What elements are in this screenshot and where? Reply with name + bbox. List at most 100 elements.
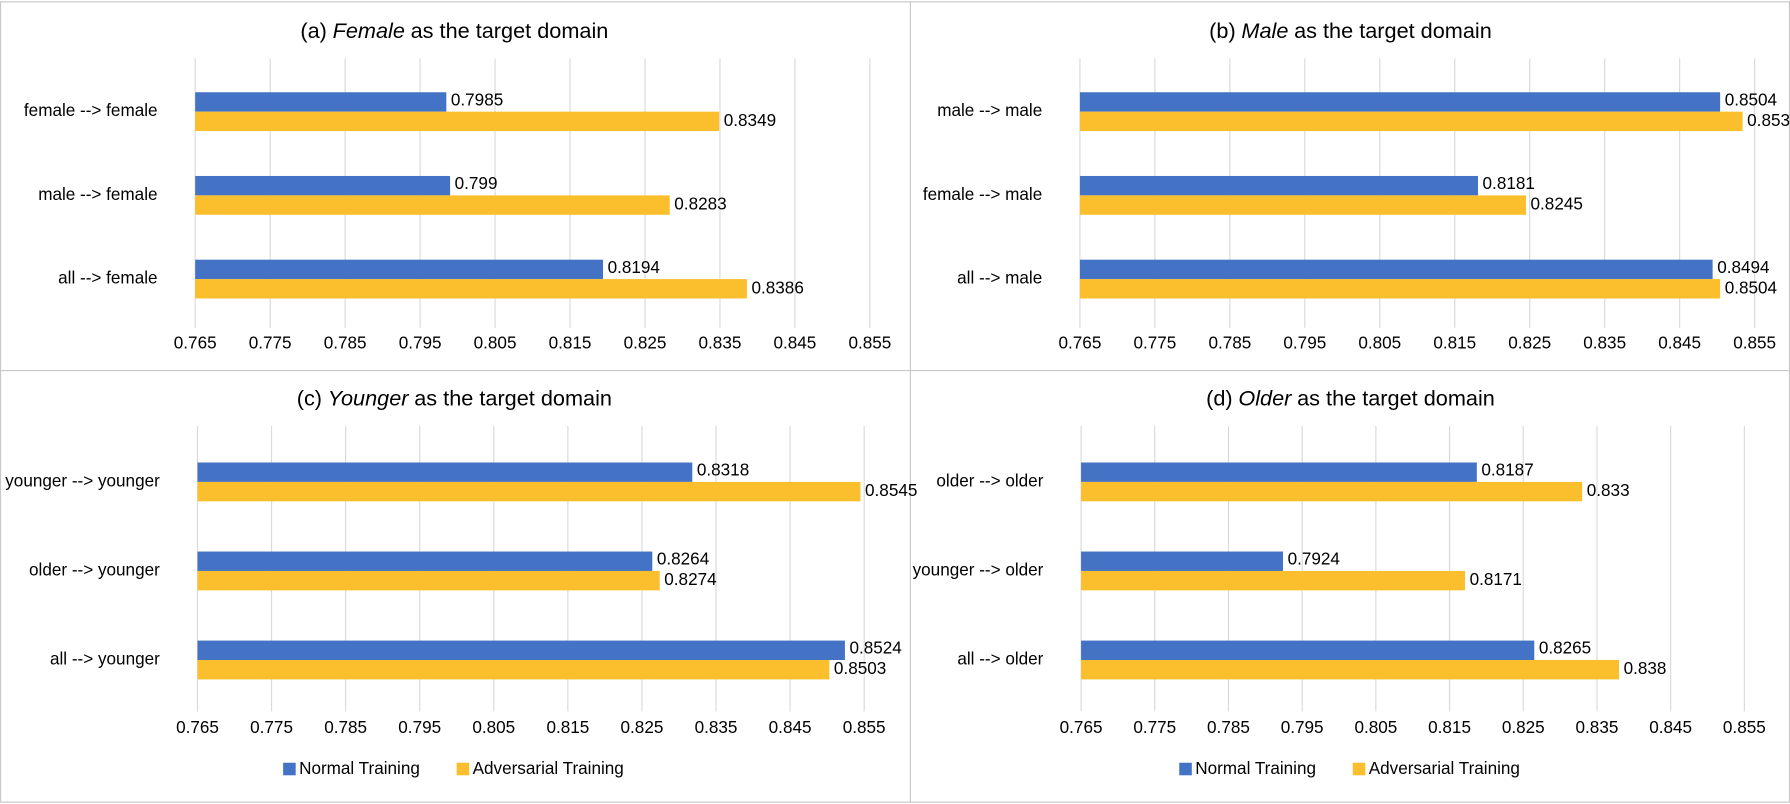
bar (1081, 640, 1535, 660)
value-label: 0.8349 (724, 111, 776, 130)
bar (195, 92, 447, 112)
x-tick-label: 0.835 (695, 718, 738, 737)
bar (1081, 462, 1477, 482)
value-label: 0.8171 (1470, 570, 1522, 589)
value-label: 0.8283 (674, 195, 726, 214)
bar (1079, 279, 1721, 299)
x-tick-label: 0.785 (1207, 718, 1250, 737)
bar (197, 640, 845, 660)
legend-label: Adversarial Training (473, 759, 624, 778)
x-tick-label: 0.775 (1133, 718, 1176, 737)
y-tick-label: younger --> younger (5, 471, 160, 490)
x-tick-label: 0.805 (472, 718, 515, 737)
y-tick-label: all --> female (58, 269, 157, 288)
x-tick-label: 0.795 (398, 718, 441, 737)
x-tick-label: 0.775 (1133, 333, 1176, 352)
y-tick-label: all --> older (957, 650, 1043, 669)
value-label: 0.8194 (608, 258, 661, 277)
value-label: 0.8504 (1725, 278, 1778, 297)
x-tick-label: 0.855 (1723, 718, 1766, 737)
bar (1079, 111, 1743, 132)
bar (197, 481, 861, 502)
x-tick-label: 0.855 (1733, 333, 1776, 352)
x-tick-label: 0.815 (549, 333, 592, 352)
title-part: (c) (297, 385, 322, 410)
value-label: 0.8264 (657, 550, 710, 569)
y-tick-label: male --> male (937, 101, 1042, 120)
title-part: (a) (300, 18, 327, 43)
bar (197, 462, 693, 482)
value-label: 0.8187 (1481, 461, 1533, 480)
x-tick-label: 0.815 (1428, 718, 1471, 737)
x-tick-label: 0.815 (1433, 333, 1476, 352)
legend-swatch (1352, 762, 1366, 776)
x-tick-label: 0.845 (1658, 333, 1701, 352)
value-label: 0.838 (1624, 659, 1667, 678)
y-tick-label: all --> younger (50, 650, 160, 669)
bar (195, 259, 604, 280)
legend-label: Normal Training (299, 759, 420, 778)
title-part: (b) (1209, 18, 1236, 43)
x-tick-label: 0.845 (769, 718, 812, 737)
chart-title: (b) Male as the target domain (1209, 18, 1492, 43)
bar (195, 279, 747, 299)
bar (1081, 551, 1284, 571)
value-label: 0.7924 (1288, 550, 1341, 569)
x-tick-label: 0.785 (324, 718, 367, 737)
legend-swatch (283, 762, 296, 776)
value-label: 0.8503 (834, 659, 886, 678)
legend-label: Adversarial Training (1369, 759, 1520, 778)
x-tick-label: 0.825 (621, 718, 664, 737)
x-tick-label: 0.765 (176, 718, 219, 737)
value-label: 0.8181 (1483, 174, 1535, 193)
bar (1079, 195, 1526, 215)
x-tick-label: 0.835 (1576, 718, 1619, 737)
x-tick-label: 0.765 (1060, 718, 1103, 737)
x-tick-label: 0.815 (546, 718, 589, 737)
y-tick-label: older --> older (936, 471, 1043, 490)
x-tick-label: 0.775 (249, 333, 292, 352)
title-part: Male (1241, 18, 1288, 43)
x-tick-label: 0.795 (1283, 333, 1326, 352)
y-tick-label: female --> female (24, 101, 158, 120)
value-label: 0.8504 (1725, 90, 1778, 109)
title-part: Female (333, 18, 405, 43)
title-part: as the target domain (1297, 385, 1495, 410)
bar (1081, 481, 1583, 502)
y-tick-label: all --> male (957, 269, 1042, 288)
value-label: 0.8545 (865, 481, 917, 500)
bar (195, 175, 451, 196)
x-tick-label: 0.825 (1502, 718, 1545, 737)
bar (1081, 659, 1620, 680)
x-tick-label: 0.835 (1583, 333, 1626, 352)
y-tick-label: male --> female (38, 185, 157, 204)
bar (195, 111, 720, 132)
title-part: (d) (1206, 385, 1233, 410)
bar (195, 195, 670, 215)
value-label: 0.8265 (1539, 639, 1591, 658)
value-label: 0.8245 (1531, 195, 1583, 214)
value-label: 0.833 (1587, 481, 1630, 500)
value-label: 0.8524 (849, 639, 902, 658)
value-label: 0.8318 (697, 461, 749, 480)
bar (197, 570, 660, 591)
bar (1079, 175, 1478, 196)
title-part: Older (1238, 385, 1292, 410)
value-label: 0.7985 (451, 90, 503, 109)
bar (1081, 570, 1466, 591)
y-tick-label: older --> younger (29, 560, 160, 579)
x-tick-label: 0.845 (774, 333, 817, 352)
x-tick-label: 0.855 (848, 333, 891, 352)
title-part: as the target domain (1294, 18, 1492, 43)
x-tick-label: 0.805 (1354, 718, 1397, 737)
x-tick-label: 0.805 (1358, 333, 1401, 352)
bar (1079, 259, 1713, 280)
x-tick-label: 0.825 (1508, 333, 1551, 352)
x-tick-label: 0.835 (699, 333, 742, 352)
x-tick-label: 0.805 (474, 333, 517, 352)
value-label: 0.8534 (1747, 111, 1790, 130)
x-tick-label: 0.765 (1059, 333, 1102, 352)
value-label: 0.8274 (664, 570, 717, 589)
x-tick-label: 0.765 (174, 333, 217, 352)
